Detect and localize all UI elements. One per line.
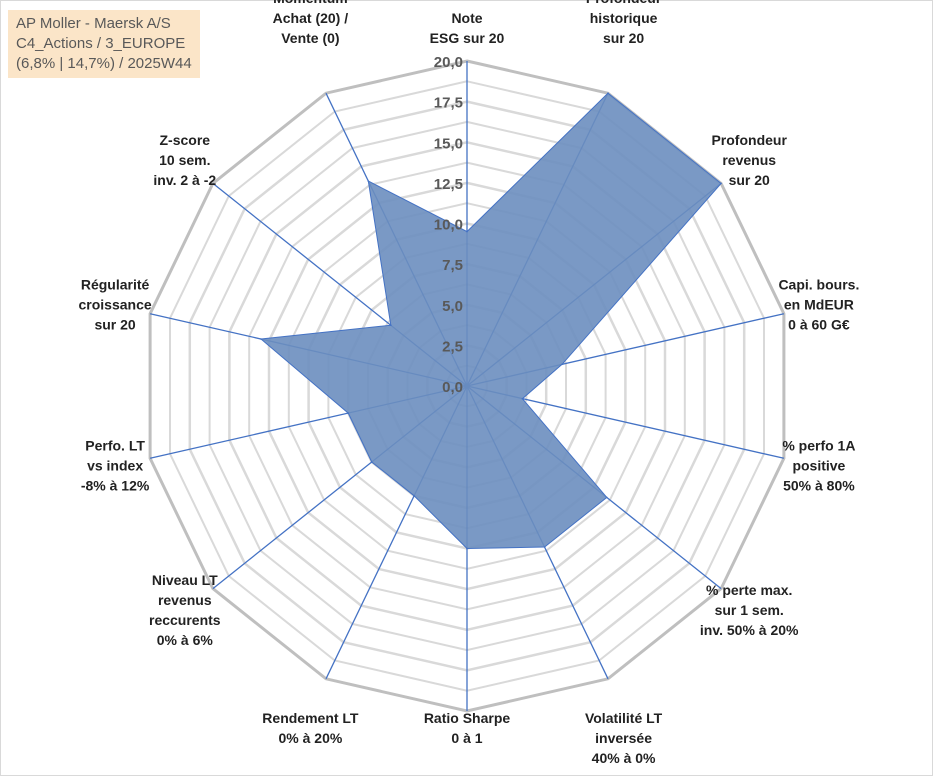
series-point (370, 461, 373, 463)
axis-label: Momentum Achat (20) / Vente (0) (273, 0, 349, 46)
axis-label-line: en MdEUR (784, 297, 854, 313)
axis-label-line: Profondeur (586, 0, 662, 6)
company-name: AP Moller - Maersk A/S (16, 15, 171, 32)
fund-category: C4_Actions / 3_EUROPE (16, 35, 186, 52)
axis-label-line: historique (590, 10, 658, 26)
series-point (367, 180, 370, 182)
series-point (543, 546, 546, 548)
axis-label-line: revenus (722, 152, 776, 168)
tick-label: 5,0 (442, 298, 463, 315)
axis-label-line: -8% à 12% (81, 477, 150, 493)
axis-label-line: Note (451, 10, 482, 26)
tick-label: 17,5 (434, 95, 463, 112)
axis-label-line: 0% à 6% (157, 632, 214, 648)
series-point (413, 495, 415, 497)
axis-label-line: Achat (20) / (273, 10, 349, 26)
radar-axis-labels: Note ESG sur 20 Profondeur historique sur 20… (79, 0, 860, 766)
tick-label: 0,0 (442, 379, 463, 396)
axis-label: Profondeur revenus sur 20 (711, 132, 787, 188)
axis-label-line: 40% à 0% (592, 750, 656, 766)
series-point (466, 547, 468, 550)
axis-label-line: reccurents (149, 612, 221, 628)
tick-label: 20,0 (434, 54, 463, 71)
axis-label-line: sur 20 (729, 172, 770, 188)
axis-label-line: Vente (0) (281, 30, 339, 46)
axis-label: Z-score 10 sem. inv. 2 à -2 (153, 132, 216, 188)
series-point (521, 397, 524, 400)
axis-label-line: Momentum (273, 0, 348, 6)
axis-label-line: ESG sur 20 (430, 30, 505, 46)
axis-label-line: inversée (595, 730, 652, 746)
axis-label: Rendement LT 0% à 20% (262, 710, 359, 746)
axis-label-line: % perfo 1A (782, 437, 855, 453)
axis-label-line: 50% à 80% (783, 477, 855, 493)
tick-label: 7,5 (442, 257, 463, 274)
axis-label-line: 0 à 60 G€ (788, 317, 850, 333)
axis-label: Profondeur historique sur 20 (586, 0, 662, 46)
axis-label-line: Niveau LT (152, 572, 218, 588)
series-point (260, 338, 262, 340)
axis-label-line: 0% à 20% (278, 730, 342, 746)
axis-label-line: revenus (158, 592, 212, 608)
axis-label-line: Ratio Sharpe (424, 710, 511, 726)
axis-label-line: sur 20 (94, 317, 135, 333)
series-point (607, 92, 609, 94)
radar-tick-labels: 0,0 2,5 5,0 7,5 10,0 12,5 15,0 17,5 20,0 (434, 54, 463, 396)
axis-label-line: Capi. bours. (778, 277, 859, 293)
axis-label: Niveau LT revenus reccurents 0% à 6% (149, 572, 221, 648)
tick-label: 12,5 (434, 176, 463, 193)
axis-label-line: Profondeur (711, 132, 787, 148)
axis-label-line: 10 sem. (159, 152, 210, 168)
axis-label-line: Régularité (81, 277, 150, 293)
axis-label-line: Volatilité LT (585, 710, 663, 726)
chart-header-box: AP Moller - Maersk A/S C4_Actions / 3_EU… (8, 10, 200, 78)
axis-label-line: 0 à 1 (451, 730, 482, 746)
axis-label-line: sur 1 sem. (715, 602, 784, 618)
series-point (561, 363, 563, 366)
axis-label: Ratio Sharpe 0 à 1 (424, 710, 511, 746)
series-point (606, 496, 608, 499)
axis-label: % perte max. sur 1 sem. inv. 50% à 20% (700, 582, 799, 638)
axis-label: Perfo. LT vs index -8% à 12% (81, 437, 150, 493)
radar-series (259, 92, 722, 550)
series-point (466, 230, 468, 233)
period-info: (6,8% | 14,7%) / 2025W44 (16, 55, 192, 72)
axis-label-line: Z-score (160, 132, 211, 148)
tick-label: 10,0 (434, 217, 463, 234)
axis-label: Note ESG sur 20 (430, 10, 505, 46)
series-point (347, 412, 350, 414)
axis-label: Capi. bours. en MdEUR 0 à 60 G€ (778, 277, 859, 333)
series-point (390, 324, 392, 327)
tick-label: 2,5 (442, 338, 463, 355)
axis-label: Volatilité LT inversée 40% à 0% (585, 710, 663, 766)
axis-label-line: Perfo. LT (85, 437, 145, 453)
axis-label-line: vs index (87, 457, 143, 473)
axis-label: Régularité croissance sur 20 (79, 277, 152, 333)
axis-label-line: Rendement LT (262, 710, 359, 726)
axis-label-line: sur 20 (603, 30, 644, 46)
tick-label: 15,0 (434, 135, 463, 152)
axis-label-line: % perte max. (706, 582, 792, 598)
series-point (720, 182, 722, 185)
axis-label-line: inv. 50% à 20% (700, 622, 799, 638)
axis-label-line: croissance (79, 297, 152, 313)
axis-label: % perfo 1A positive 50% à 80% (782, 437, 855, 493)
series-area (259, 92, 722, 550)
axis-label-line: positive (792, 457, 845, 473)
axis-label-line: inv. 2 à -2 (153, 172, 216, 188)
